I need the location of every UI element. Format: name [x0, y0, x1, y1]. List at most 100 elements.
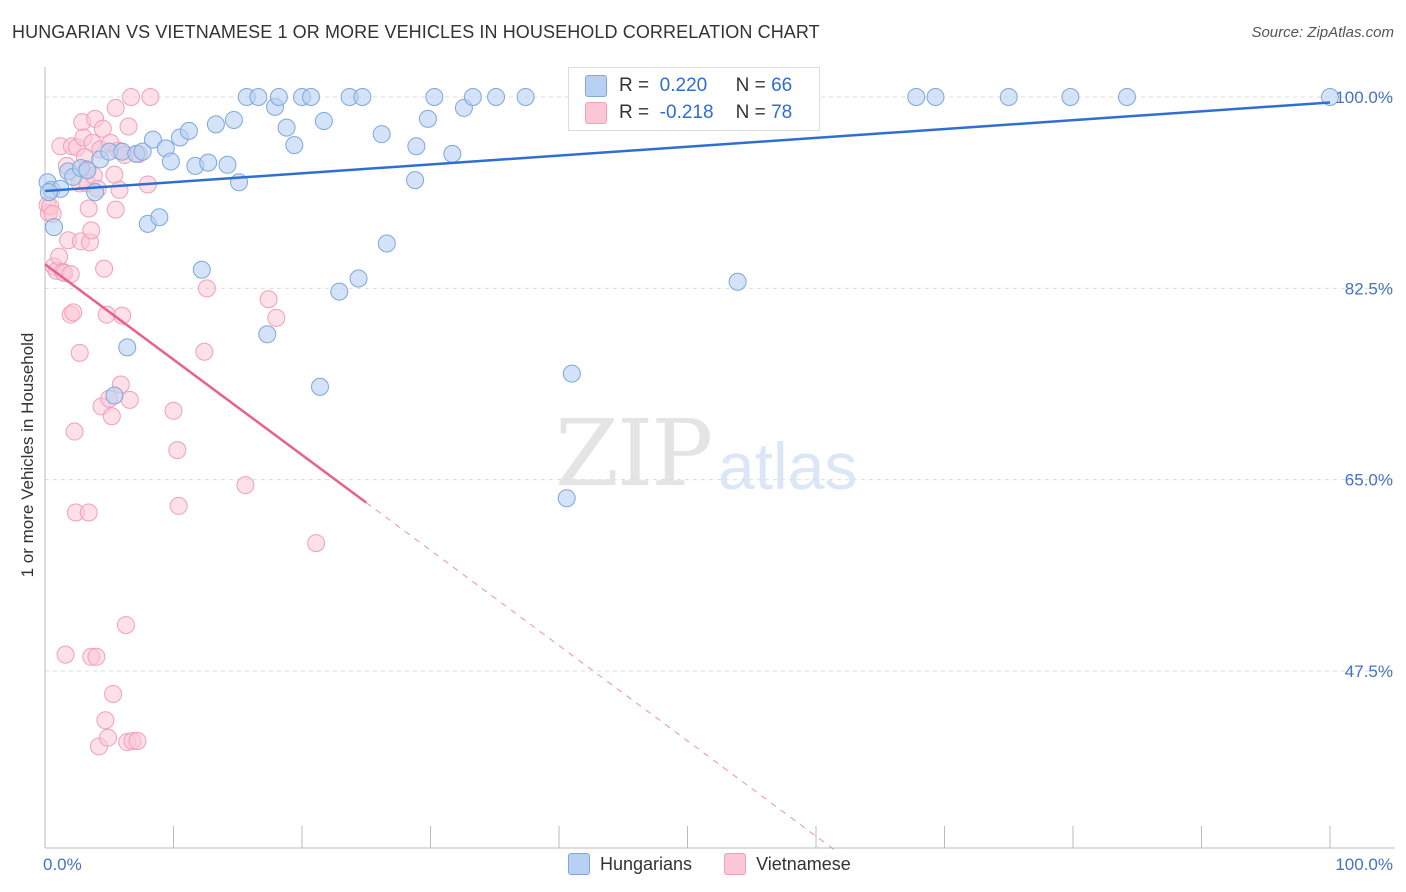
hungarians-swatch	[568, 853, 590, 875]
y-tick-label: 82.5%	[1345, 279, 1393, 298]
hungarian-point	[199, 153, 218, 172]
hungarian-point	[372, 125, 391, 144]
vietnamese-point	[169, 496, 188, 515]
y-tick-label: 100.0%	[1335, 88, 1393, 107]
x-tick-label: 100.0%	[1335, 855, 1393, 874]
hungarian-point	[349, 269, 368, 288]
hungarian-point	[516, 88, 535, 106]
vietnamese-point	[106, 200, 125, 219]
r-label: R =	[619, 75, 650, 96]
vietnamese-trend-line	[44, 263, 367, 504]
r-value: 0.220	[659, 75, 708, 96]
hungarian-point	[192, 260, 211, 279]
vietnamese-point	[236, 476, 255, 495]
vietnamese-point	[98, 728, 117, 747]
vietnamese-point	[110, 180, 129, 199]
hungarian-point	[907, 88, 926, 106]
hungarian-point	[258, 325, 277, 344]
vietnamese-swatch	[585, 102, 607, 124]
n-value: 78	[771, 102, 793, 123]
hungarian-point	[118, 338, 137, 357]
vietnamese-point	[116, 616, 135, 635]
hungarian-point	[224, 110, 243, 129]
hungarian-point	[557, 489, 576, 508]
hungarian-point	[105, 386, 124, 405]
vietnamese-point	[104, 684, 123, 703]
watermark-zip: ZIP	[555, 400, 713, 507]
legend-item-hungarians[interactable]: Hungarians	[568, 853, 692, 875]
vietnamese-point	[82, 221, 101, 240]
vietnamese-point	[106, 98, 125, 117]
hungarian-point	[269, 88, 288, 106]
hungarian-point	[150, 208, 169, 227]
vietnamese-trend-extension	[365, 502, 837, 852]
hungarian-point	[443, 144, 462, 163]
vietnamese-point	[195, 342, 214, 361]
hungarian-point	[377, 234, 396, 253]
hungarian-point	[206, 115, 225, 134]
vietnamese-point	[87, 647, 106, 666]
vietnamese-point	[65, 422, 84, 441]
vietnamese-point	[50, 247, 69, 266]
stats-row-vietnamese: R = -0.218 N = 78	[585, 100, 792, 126]
hungarian-point	[78, 161, 97, 180]
vietnamese-point	[259, 290, 278, 309]
hungarian-point	[487, 88, 506, 106]
vietnamese-swatch	[724, 853, 747, 875]
hungarian-point	[562, 364, 581, 383]
vietnamese-point	[307, 534, 326, 553]
hungarian-point	[926, 88, 945, 106]
vietnamese-point	[168, 441, 187, 460]
hungarian-point	[218, 155, 237, 174]
tick-labels: 47.5% 65.0% 82.5% 100.0% 0.0% 100.0%	[43, 88, 1393, 874]
hungarian-point	[143, 130, 162, 149]
vietnamese-point	[197, 279, 216, 298]
vietnamese-point	[96, 711, 115, 730]
hungarian-point	[999, 88, 1018, 106]
hungarian-point	[463, 88, 482, 106]
n-label: N =	[735, 102, 766, 123]
hungarian-point	[425, 88, 444, 106]
hungarian-point	[1321, 88, 1339, 106]
vietnamese-point	[164, 401, 183, 420]
y-tick-label: 65.0%	[1345, 471, 1393, 490]
hungarian-point	[301, 88, 320, 106]
hungarian-point	[353, 88, 372, 106]
hungarian-point	[314, 112, 333, 131]
x-tick-label: 0.0%	[43, 855, 82, 874]
hungarian-point	[1061, 88, 1080, 106]
legend-label-vietnamese: Vietnamese	[756, 853, 851, 874]
y-tick-label: 47.5%	[1345, 662, 1393, 681]
trend-lines	[44, 101, 1331, 852]
vietnamese-point	[93, 119, 112, 138]
series-legend: Hungarians Vietnamese	[568, 853, 883, 875]
vietnamese-point	[128, 731, 147, 750]
hungarian-trend-line	[44, 101, 1331, 193]
vietnamese-point	[119, 117, 138, 136]
stats-row-hungarians: R = 0.220 N = 66	[585, 73, 792, 99]
hungarian-point	[133, 142, 152, 161]
vietnamese-point	[122, 88, 141, 106]
hungarian-point	[277, 118, 296, 137]
hungarian-point	[39, 183, 58, 202]
hungarian-point	[1117, 88, 1136, 106]
hungarian-point	[418, 109, 437, 128]
vietnamese-point	[79, 199, 98, 218]
stats-legend: R = 0.220 N = 66 R = -0.218 N = 78	[568, 67, 820, 131]
hungarian-point	[330, 282, 349, 301]
r-label: R =	[619, 102, 650, 123]
hungarian-point	[406, 171, 425, 190]
vietnamese-point	[105, 165, 124, 184]
source-credit: Source: ZipAtlas.com	[1251, 24, 1394, 41]
hungarian-point	[728, 272, 747, 291]
n-label: N =	[735, 75, 766, 96]
chart-title: HUNGARIAN VS VIETNAMESE 1 OR MORE VEHICL…	[12, 22, 820, 42]
legend-item-vietnamese[interactable]: Vietnamese	[724, 853, 851, 875]
watermark-atlas: atlas	[718, 429, 858, 503]
hungarian-point	[179, 121, 198, 140]
hungarian-point	[249, 88, 268, 106]
r-value: -0.218	[659, 102, 714, 123]
hungarian-point	[407, 137, 426, 156]
hungarians-swatch	[585, 75, 607, 97]
